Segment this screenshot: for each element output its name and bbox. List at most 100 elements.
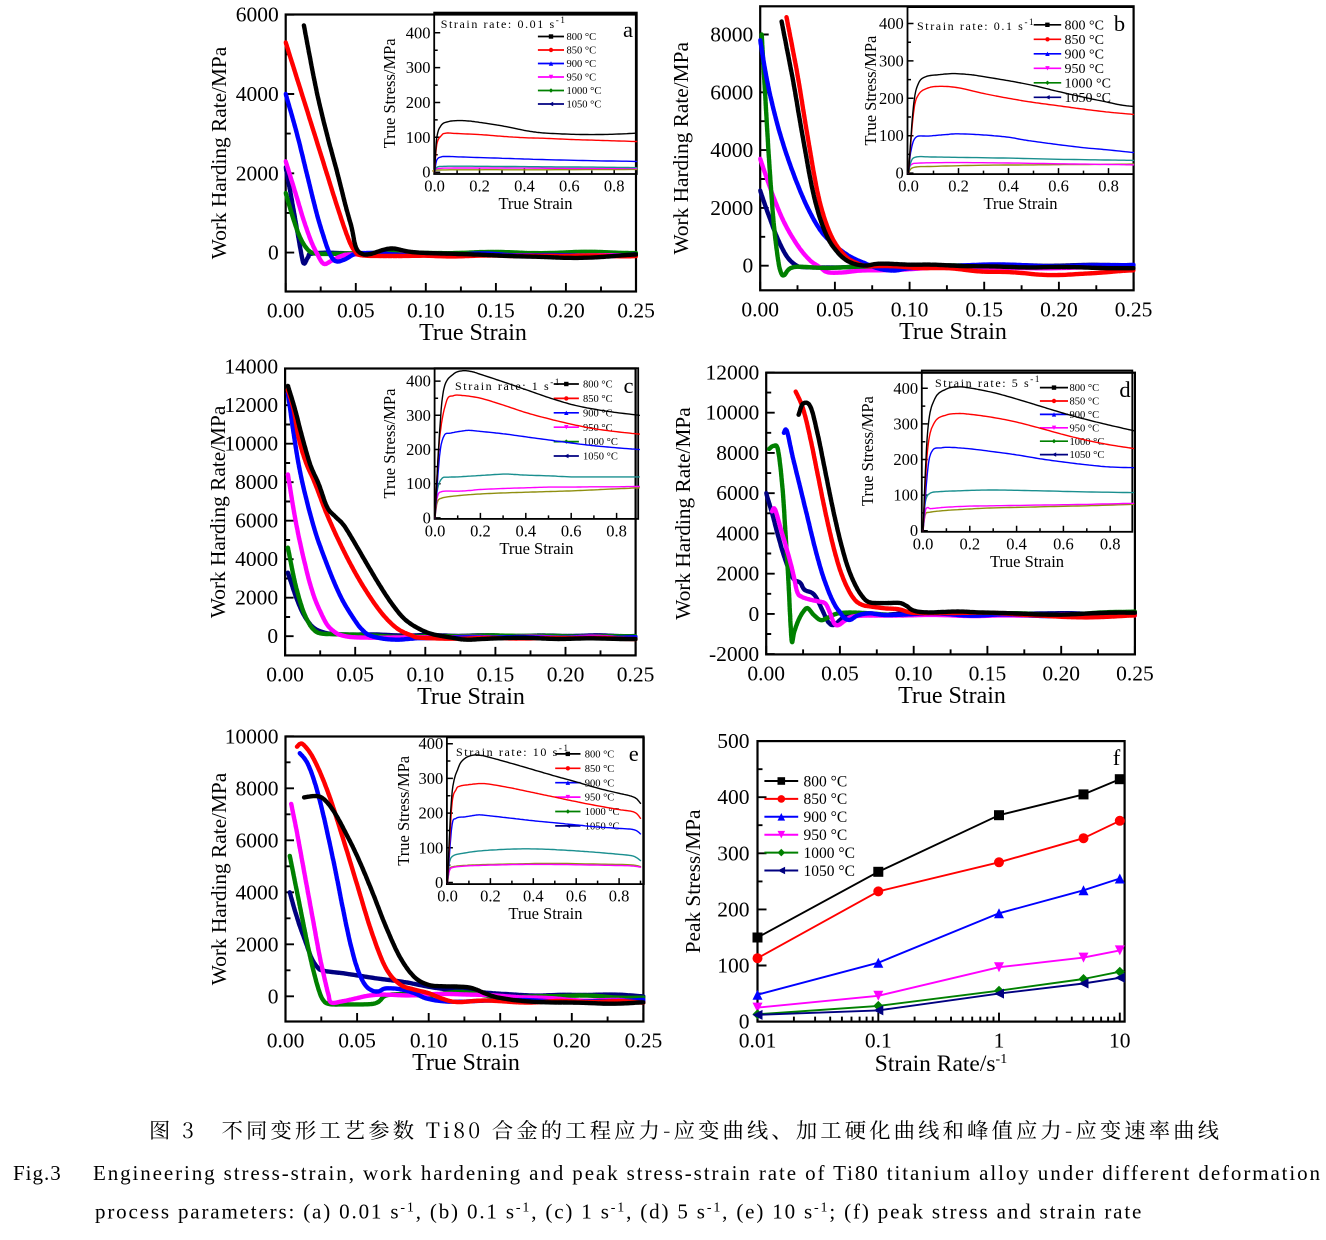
svg-text:1050 °C: 1050 °C xyxy=(1070,450,1105,461)
svg-text:300: 300 xyxy=(406,58,431,77)
svg-text:0.6: 0.6 xyxy=(559,177,580,196)
svg-text:0.2: 0.2 xyxy=(469,177,490,196)
svg-text:d: d xyxy=(1119,377,1130,402)
svg-text:True Strain: True Strain xyxy=(412,1050,520,1076)
svg-text:10000: 10000 xyxy=(224,432,278,456)
svg-text:b: b xyxy=(1114,11,1125,36)
svg-text:0.0: 0.0 xyxy=(913,534,934,553)
svg-text:0.1: 0.1 xyxy=(865,1029,892,1053)
svg-text:0.0: 0.0 xyxy=(424,177,445,196)
svg-text:100: 100 xyxy=(418,838,443,857)
svg-text:900 °C: 900 °C xyxy=(585,778,615,789)
svg-text:True Strain: True Strain xyxy=(419,320,527,346)
svg-text:850 °C: 850 °C xyxy=(583,394,613,405)
svg-text:0.10: 0.10 xyxy=(891,297,929,321)
svg-text:100: 100 xyxy=(717,954,749,978)
svg-text:8000: 8000 xyxy=(710,23,753,47)
svg-text:10000: 10000 xyxy=(705,401,759,425)
svg-text:True Stress/MPa: True Stress/MPa xyxy=(380,388,399,499)
svg-text:200: 200 xyxy=(893,450,918,469)
svg-text:0.25: 0.25 xyxy=(617,662,655,686)
svg-text:1050 °C: 1050 °C xyxy=(804,863,855,880)
svg-text:Work Harding Rate/MPa: Work Harding Rate/MPa xyxy=(669,42,693,255)
svg-text:900 °C: 900 °C xyxy=(583,408,613,419)
svg-text:0.4: 0.4 xyxy=(515,521,536,540)
svg-text:0.20: 0.20 xyxy=(1042,661,1080,685)
svg-text:0.10: 0.10 xyxy=(406,662,444,686)
svg-text:800 °C: 800 °C xyxy=(1065,19,1104,34)
svg-text:0.8: 0.8 xyxy=(604,177,625,196)
svg-text:0.6: 0.6 xyxy=(1048,177,1069,196)
svg-text:200: 200 xyxy=(418,804,443,823)
svg-text:0: 0 xyxy=(739,1010,750,1034)
svg-text:0.8: 0.8 xyxy=(609,887,630,906)
svg-text:950 °C: 950 °C xyxy=(1070,423,1100,434)
svg-text:850 °C: 850 °C xyxy=(804,791,848,808)
svg-text:0.0: 0.0 xyxy=(437,887,458,906)
svg-text:0.4: 0.4 xyxy=(514,177,535,196)
svg-text:f: f xyxy=(1113,745,1121,770)
svg-text:4000: 4000 xyxy=(235,547,278,571)
svg-text:200: 200 xyxy=(406,93,431,112)
svg-text:0.0: 0.0 xyxy=(898,177,919,196)
svg-text:Work Harding Rate/MPa: Work Harding Rate/MPa xyxy=(207,46,231,259)
svg-text:1050 °C: 1050 °C xyxy=(583,452,618,463)
svg-text:400: 400 xyxy=(717,785,749,809)
svg-text:c: c xyxy=(624,373,634,398)
svg-text:850 °C: 850 °C xyxy=(1070,397,1100,408)
svg-text:950 °C: 950 °C xyxy=(583,423,613,434)
svg-text:0.15: 0.15 xyxy=(477,299,515,323)
svg-text:True Strain: True Strain xyxy=(508,904,582,923)
svg-text:0.05: 0.05 xyxy=(337,299,375,323)
svg-text:850 °C: 850 °C xyxy=(1065,33,1104,48)
svg-text:0: 0 xyxy=(748,602,759,626)
svg-text:Strain Rate/s-1: Strain Rate/s-1 xyxy=(875,1051,1007,1077)
svg-text:0.05: 0.05 xyxy=(338,1029,376,1053)
svg-text:6000: 6000 xyxy=(236,828,279,852)
svg-text:0.4: 0.4 xyxy=(1006,534,1027,553)
svg-text:0.20: 0.20 xyxy=(547,299,585,323)
svg-text:800 °C: 800 °C xyxy=(583,380,613,391)
svg-text:6000: 6000 xyxy=(236,3,279,27)
svg-text:a: a xyxy=(623,17,633,42)
svg-text:300: 300 xyxy=(893,414,918,433)
svg-text:8000: 8000 xyxy=(716,441,759,465)
svg-text:1000 °C: 1000 °C xyxy=(1065,77,1111,92)
svg-text:0.6: 0.6 xyxy=(1053,534,1074,553)
svg-text:8000: 8000 xyxy=(236,776,279,800)
svg-text:0.10: 0.10 xyxy=(895,661,933,685)
svg-text:True Strain: True Strain xyxy=(499,539,573,558)
svg-text:True Strain: True Strain xyxy=(899,319,1007,345)
svg-text:0.10: 0.10 xyxy=(407,299,445,323)
svg-text:4000: 4000 xyxy=(716,521,759,545)
svg-text:Work Harding Rate/MPa: Work Harding Rate/MPa xyxy=(671,407,695,620)
svg-text:400: 400 xyxy=(893,379,918,398)
svg-text:0.25: 0.25 xyxy=(1116,661,1154,685)
svg-text:True Strain: True Strain xyxy=(498,194,572,213)
svg-text:800 °C: 800 °C xyxy=(1070,383,1100,394)
svg-text:12000: 12000 xyxy=(705,361,759,385)
svg-text:0.2: 0.2 xyxy=(948,177,969,196)
svg-text:900 °C: 900 °C xyxy=(567,59,597,70)
svg-text:300: 300 xyxy=(879,51,904,70)
svg-text:0: 0 xyxy=(422,163,430,182)
svg-text:Peak Stress/MPa: Peak Stress/MPa xyxy=(681,809,705,953)
svg-text:1050 °C: 1050 °C xyxy=(567,100,602,111)
svg-text:0.00: 0.00 xyxy=(266,662,304,686)
svg-text:0.25: 0.25 xyxy=(625,1029,663,1053)
svg-text:0.15: 0.15 xyxy=(969,661,1007,685)
svg-text:0.8: 0.8 xyxy=(1100,534,1121,553)
svg-text:Work Harding Rate/MPa: Work Harding Rate/MPa xyxy=(206,405,230,618)
svg-text:Fig.3: Fig.3 xyxy=(13,1161,62,1185)
svg-text:0.15: 0.15 xyxy=(477,662,515,686)
svg-text:0.20: 0.20 xyxy=(547,662,585,686)
svg-text:800 °C: 800 °C xyxy=(567,32,597,43)
svg-text:200: 200 xyxy=(879,89,904,108)
svg-text:True Stress/MPa: True Stress/MPa xyxy=(394,755,413,866)
svg-text:Strain rate: 10 s-1: Strain rate: 10 s-1 xyxy=(456,743,570,759)
svg-text:0.15: 0.15 xyxy=(965,297,1003,321)
svg-text:100: 100 xyxy=(406,128,431,147)
svg-text:1000 °C: 1000 °C xyxy=(585,807,620,818)
svg-text:4000: 4000 xyxy=(236,880,279,904)
svg-text:400: 400 xyxy=(879,14,904,33)
